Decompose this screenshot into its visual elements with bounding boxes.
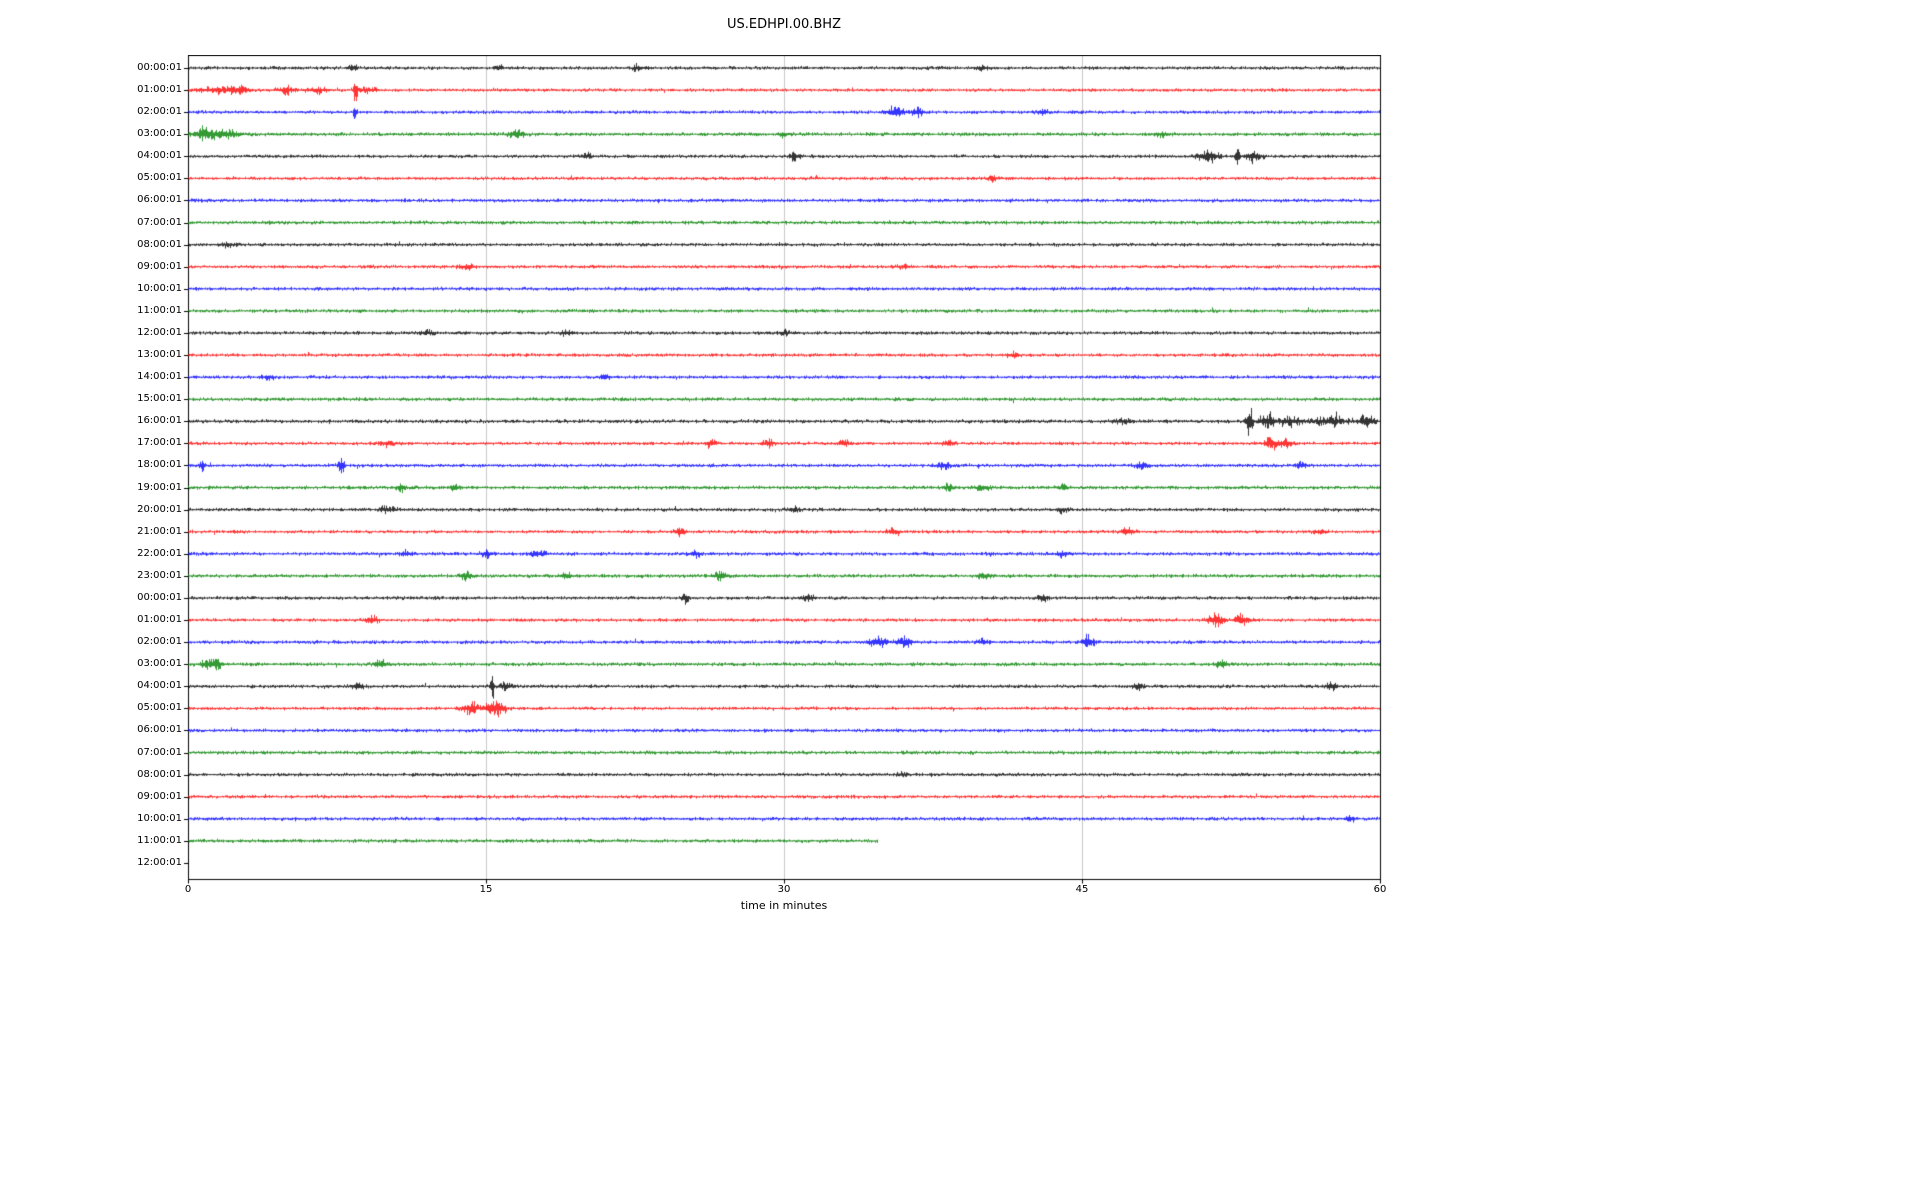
trace-time-label: 06:00:01 (137, 194, 182, 206)
trace-time-label: 12:00:01 (137, 856, 182, 868)
seismogram-canvas (183, 55, 1382, 886)
trace-time-label: 01:00:01 (137, 84, 182, 96)
trace-time-label: 13:00:01 (137, 349, 182, 361)
trace-time-label: 11:00:01 (137, 834, 182, 846)
trace-time-label: 09:00:01 (137, 260, 182, 272)
trace-time-label: 08:00:01 (137, 768, 182, 780)
trace-time-label: 10:00:01 (137, 812, 182, 824)
trace-time-label: 03:00:01 (137, 658, 182, 670)
x-tick-label: 45 (1075, 884, 1089, 895)
trace-time-label: 04:00:01 (137, 150, 182, 162)
trace-time-label: 14:00:01 (137, 371, 182, 383)
trace-time-label: 05:00:01 (137, 172, 182, 184)
trace-time-label: 05:00:01 (137, 702, 182, 714)
trace-time-label: 04:00:01 (137, 680, 182, 692)
trace-time-label: 17:00:01 (137, 437, 182, 449)
trace-time-label: 07:00:01 (137, 746, 182, 758)
trace-time-label: 16:00:01 (137, 415, 182, 427)
x-tick-label: 30 (777, 884, 791, 895)
chart-title: US.EDHPI.00.BHZ (727, 17, 841, 32)
trace-time-label: 09:00:01 (137, 790, 182, 802)
x-tick-label: 15 (479, 884, 493, 895)
trace-time-label: 19:00:01 (137, 481, 182, 493)
x-tick-label: 0 (184, 884, 192, 895)
trace-time-label: 11:00:01 (137, 304, 182, 316)
trace-time-label: 01:00:01 (137, 614, 182, 626)
trace-time-label: 06:00:01 (137, 724, 182, 736)
trace-time-label: 18:00:01 (137, 459, 182, 471)
x-tick-label: 60 (1373, 884, 1387, 895)
trace-time-label: 02:00:01 (137, 636, 182, 648)
trace-time-label: 21:00:01 (137, 525, 182, 537)
trace-time-label: 00:00:01 (137, 62, 182, 73)
trace-time-label: 23:00:01 (137, 569, 182, 581)
trace-time-label: 20:00:01 (137, 503, 182, 515)
trace-time-label: 22:00:01 (137, 547, 182, 559)
trace-time-label: 00:00:01 (137, 591, 182, 603)
trace-time-label: 10:00:01 (137, 282, 182, 294)
trace-time-label: 02:00:01 (137, 106, 182, 118)
x-axis-label: time in minutes (740, 899, 828, 912)
trace-time-label: 07:00:01 (137, 216, 182, 228)
trace-time-label: 03:00:01 (137, 128, 182, 140)
trace-time-label: 12:00:01 (137, 326, 182, 338)
trace-time-label: 08:00:01 (137, 238, 182, 250)
trace-time-label: 15:00:01 (137, 393, 182, 405)
